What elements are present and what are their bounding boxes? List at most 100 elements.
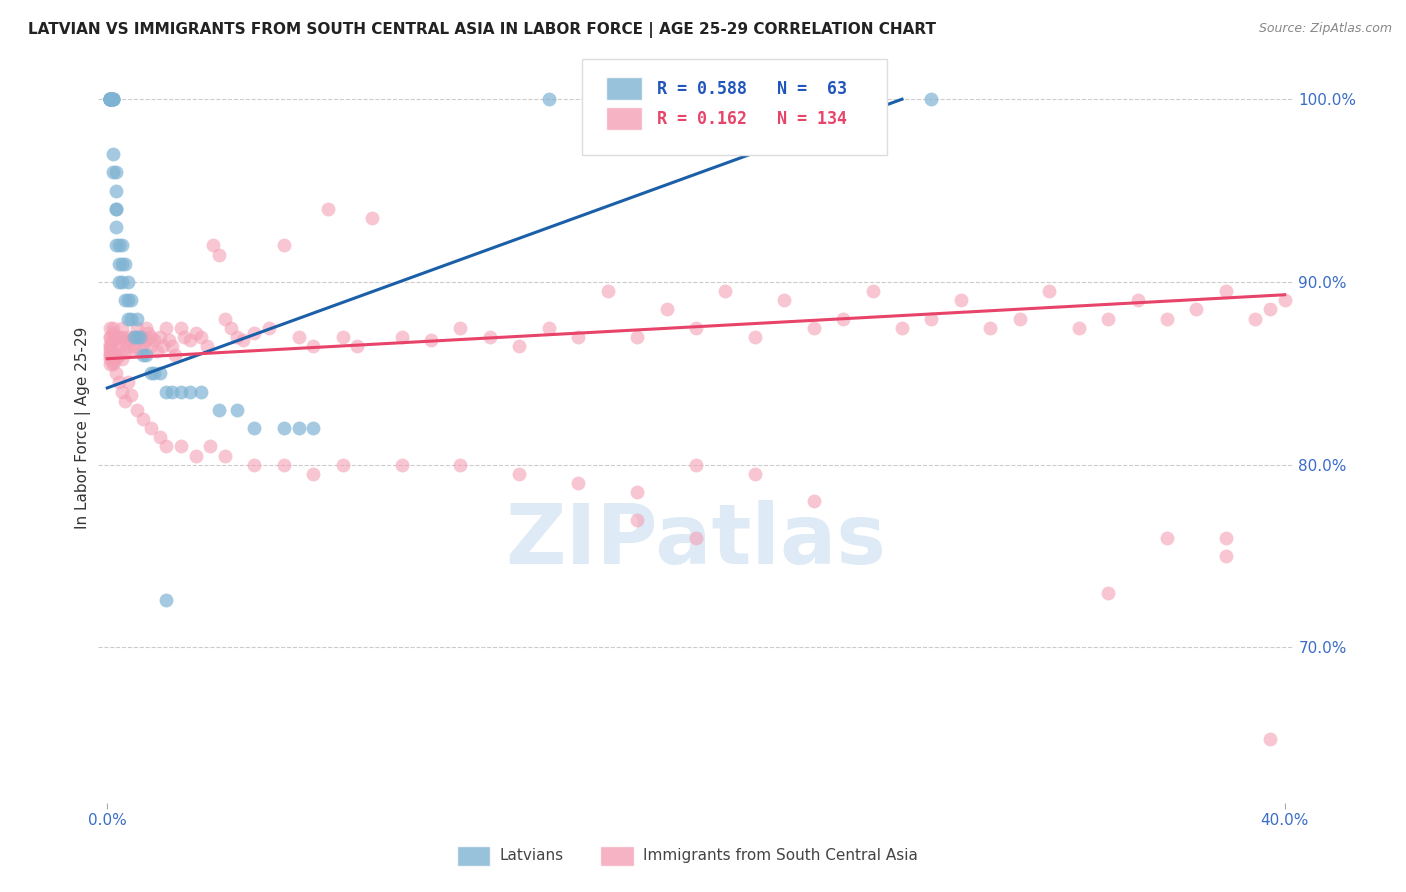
Point [120,388,142,402]
Point [128,334,150,348]
Point [200,439,222,453]
Point [685,320,707,334]
Point [128,330,150,344]
Point [155,439,177,453]
Point [361,211,384,225]
Point [655,92,678,106]
Point [714,284,737,298]
Point [108,330,131,344]
Point [125,403,148,417]
Point [332,330,354,344]
Point [655,302,678,317]
Text: ZIPatlas: ZIPatlas [506,500,886,581]
Point [101,326,124,340]
Point [98,92,121,106]
Point [125,311,148,326]
Point [232,334,254,348]
Point [243,326,266,340]
Point [163,348,186,362]
Point [108,376,131,390]
Point [596,284,619,298]
Point [1274,293,1296,308]
Point [105,165,128,179]
Point [149,430,172,444]
Point [1185,302,1208,317]
Point [1258,302,1281,317]
Point [117,275,139,289]
Point [949,293,972,308]
Point [141,330,163,344]
Point [101,348,124,362]
Point [1097,585,1119,599]
Point [478,330,501,344]
Point [114,293,136,308]
Point [125,330,148,344]
Point [98,92,121,106]
Point [101,92,124,106]
Point [122,330,145,344]
Point [105,202,128,216]
Point [98,330,121,344]
Point [685,458,707,472]
Point [1126,293,1149,308]
Point [744,330,766,344]
Text: Latvians: Latvians [501,848,564,863]
Point [273,421,295,435]
Point [302,421,325,435]
Point [219,320,242,334]
Point [155,320,177,334]
Point [157,334,180,348]
Point [626,512,648,526]
Point [98,92,121,106]
Point [98,92,121,106]
Point [626,485,648,500]
Point [302,467,325,481]
Point [98,92,121,106]
Point [160,384,183,399]
Point [131,330,153,344]
Point [117,293,139,308]
Text: Source: ZipAtlas.com: Source: ZipAtlas.com [1258,22,1392,36]
Point [146,344,169,359]
Point [98,348,121,362]
Point [184,449,207,463]
Point [125,330,148,344]
Point [214,311,236,326]
Point [114,393,136,408]
Point [155,593,177,607]
Point [105,184,128,198]
Point [287,330,309,344]
Point [257,320,280,334]
Point [98,357,121,371]
Point [122,330,145,344]
Point [170,439,193,453]
Point [979,320,1001,334]
FancyBboxPatch shape [606,107,643,130]
Point [114,344,136,359]
Point [1215,284,1237,298]
Point [120,293,142,308]
Point [111,351,134,366]
Point [832,311,855,326]
Point [134,334,156,348]
Point [190,384,212,399]
Point [155,384,177,399]
Point [105,330,128,344]
Point [98,92,121,106]
Point [862,92,884,106]
Point [170,384,193,399]
Point [120,334,142,348]
Point [141,339,163,353]
Point [508,339,530,353]
Point [98,330,121,344]
Point [744,467,766,481]
Point [626,330,648,344]
Point [1244,311,1267,326]
Point [120,344,142,359]
Point [1258,731,1281,746]
Point [98,339,121,353]
Point [891,320,914,334]
Point [134,320,156,334]
Point [98,92,121,106]
Point [101,165,124,179]
